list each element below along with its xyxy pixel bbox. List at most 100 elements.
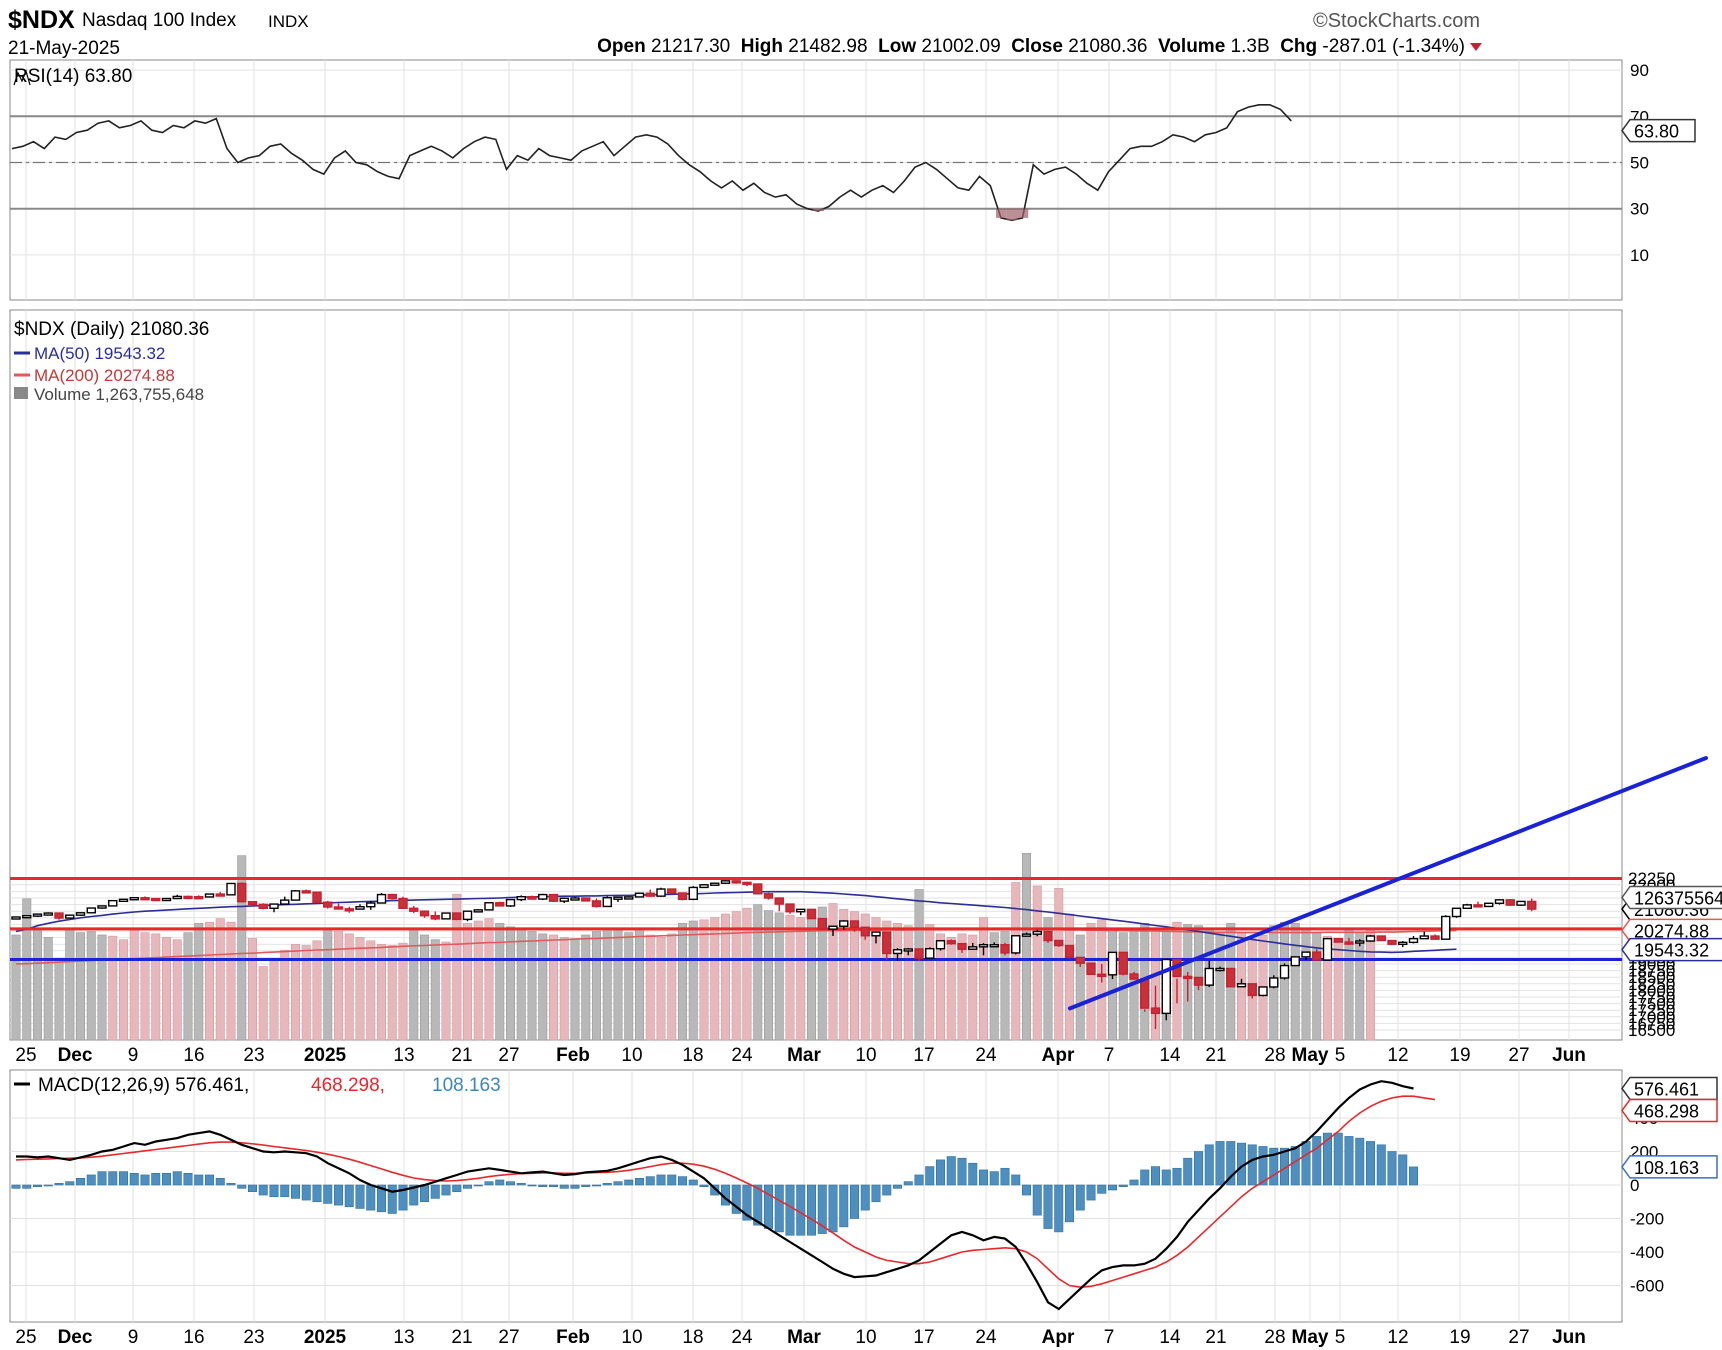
volume-bar [785, 914, 795, 1041]
candle-down [914, 948, 924, 959]
macd-x-label: 27 [1508, 1327, 1529, 1348]
macd-histogram-bar [65, 1181, 75, 1186]
candle-up [1451, 907, 1462, 918]
volume-bar [1280, 921, 1290, 1041]
candle-up [613, 896, 623, 900]
rsi-frame [9, 59, 1623, 301]
macd-histogram-bar [237, 1184, 247, 1189]
candle-up [1462, 904, 1472, 909]
brand-link[interactable]: ©StockCharts.com [1312, 10, 1480, 32]
volume-bar [11, 934, 21, 1041]
macd-histogram-bar [602, 1183, 612, 1186]
macd-histogram-bar [613, 1181, 623, 1186]
macd-panel: -600-400-2000200400MACD(12,26,9) 576.461… [9, 1069, 1718, 1348]
candle-down [591, 900, 602, 908]
rsi-oversold-fill [813, 208, 824, 212]
macd-histogram-bar [441, 1184, 451, 1196]
volume-bar [172, 939, 182, 1041]
price-tick-label: 18250 [1628, 975, 1675, 994]
candle-down [301, 890, 311, 894]
volume-bar [1333, 938, 1343, 1041]
macd-histogram-bar [731, 1184, 741, 1214]
volume-bar [495, 923, 505, 1041]
ma50-value-label-box [1621, 937, 1722, 962]
candle-down [1140, 978, 1150, 1009]
rsi-oversold-fill [1006, 208, 1018, 221]
macd-histogram-bar [269, 1184, 279, 1198]
price-x-label: 21 [1205, 1045, 1226, 1066]
quote-line: Open 21217.30 High 21482.98 Low 21002.09… [597, 36, 1482, 58]
price-x-label: Mar [787, 1045, 821, 1066]
candle-down [1226, 967, 1236, 988]
macd-histogram-bar [398, 1184, 408, 1211]
volume-bar [505, 926, 515, 1041]
candle-up [473, 909, 483, 913]
volume-bar [720, 913, 730, 1041]
candle-down [817, 917, 827, 930]
volume-bar [398, 942, 408, 1041]
uptrend-line [1068, 756, 1708, 1011]
volume-bar [430, 939, 440, 1041]
candle-down [753, 883, 763, 895]
volume-bar [65, 927, 75, 1041]
macd-histogram-bar [129, 1172, 139, 1186]
macd-histogram-bar [1204, 1144, 1214, 1186]
macd-histogram-bar [763, 1184, 773, 1229]
candle-down [430, 914, 440, 920]
volume-bar [667, 933, 677, 1041]
candle-down [1075, 956, 1085, 964]
candle-up [1021, 933, 1032, 937]
macd-histogram-bar [699, 1184, 709, 1187]
candle-up [1398, 941, 1408, 946]
volume-bar [387, 945, 397, 1041]
macd-histogram-bar [1054, 1184, 1064, 1233]
candle-down [806, 908, 817, 920]
volume-bar [151, 933, 161, 1041]
candle-up [656, 888, 666, 897]
macd-histogram-bar [527, 1184, 537, 1187]
candle-down [1129, 973, 1139, 980]
volume-bar [892, 923, 902, 1041]
candle-up [602, 897, 612, 908]
price-x-label: May [1292, 1045, 1329, 1066]
volume-bar [183, 932, 193, 1041]
volume-legend-swatch [14, 387, 28, 399]
candle-up [75, 912, 86, 916]
volume-bar [376, 944, 386, 1041]
macd-histogram-bar [1140, 1169, 1150, 1186]
macd-histogram-bar [248, 1184, 258, 1192]
macd-histogram-bar [892, 1184, 902, 1189]
volume-bar [344, 933, 354, 1041]
volume-bar [602, 927, 612, 1041]
volume-bar [129, 930, 139, 1041]
volume-bar [1366, 930, 1376, 1041]
candle-down [946, 940, 956, 945]
candle-down [731, 880, 741, 884]
candle-down [1376, 935, 1386, 942]
macd-histogram-bar [323, 1184, 333, 1204]
macd-histogram-bar [1312, 1136, 1322, 1186]
volume-bar [817, 906, 827, 1041]
macd-histogram-bar [462, 1184, 472, 1189]
candle-down [1043, 930, 1053, 942]
volume-bar [22, 898, 32, 1041]
price-x-label: 10 [621, 1045, 642, 1066]
candle-up [796, 908, 806, 913]
rsi-oversold-fill [1017, 208, 1029, 218]
candle-up [462, 910, 473, 921]
volume-bar [462, 923, 472, 1041]
macd-x-label: Apr [1042, 1327, 1075, 1348]
down-arrow-icon [1470, 42, 1482, 51]
volume-bar [86, 931, 96, 1041]
price-x-label: 13 [393, 1045, 414, 1066]
candle-down [742, 881, 752, 886]
candle-up [1355, 940, 1365, 944]
macd-histogram-bar [86, 1174, 96, 1186]
macd-x-label: Jun [1552, 1327, 1586, 1348]
candle-down [452, 912, 462, 921]
candle-down [312, 891, 322, 903]
price-x-label: 2025 [304, 1045, 347, 1066]
candle-up [1161, 958, 1171, 1015]
macd-tick-label: -200 [1630, 1210, 1664, 1229]
high-label: High [740, 36, 784, 57]
